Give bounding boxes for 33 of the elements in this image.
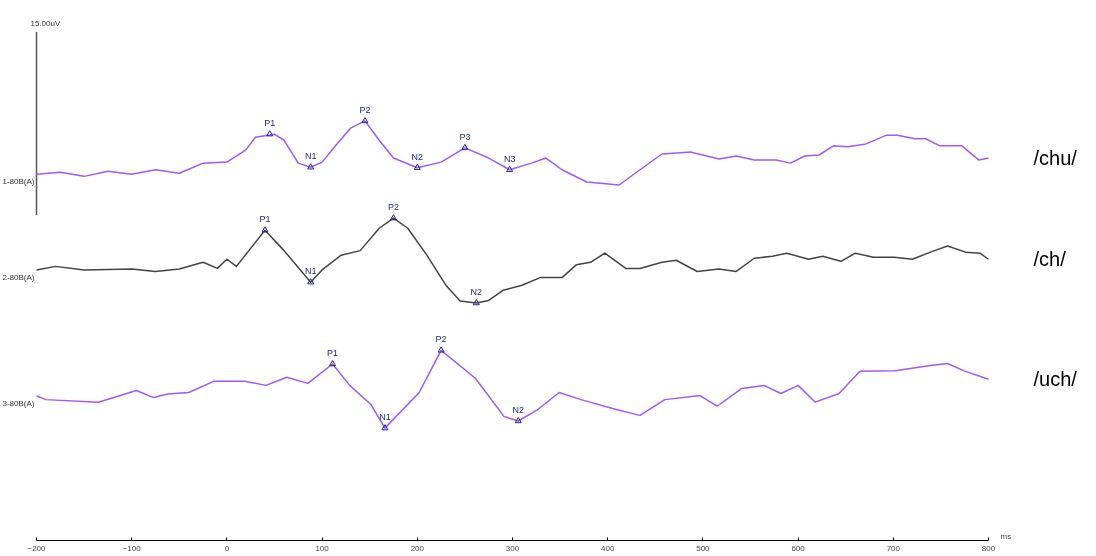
annotation: P2 bbox=[359, 104, 371, 115]
x-tick-label: 0 bbox=[224, 543, 230, 553]
annotation: P1 bbox=[259, 214, 271, 225]
annotation: P2 bbox=[435, 334, 447, 345]
x-tick-label: 400 bbox=[601, 543, 615, 553]
x-tick-label: 800 bbox=[981, 543, 996, 553]
annotation: P3 bbox=[459, 131, 471, 142]
annotation: N1 bbox=[379, 412, 391, 423]
x-tick-label: 300 bbox=[505, 543, 520, 553]
annotation: P2 bbox=[388, 202, 400, 213]
annotation: 1-80B(A) bbox=[2, 177, 35, 187]
annotation: N1 bbox=[304, 266, 317, 277]
x-tick-label: 600 bbox=[791, 543, 806, 553]
x-tick-label: −200 bbox=[27, 543, 47, 553]
annotation: 3-80B(A) bbox=[2, 399, 35, 409]
text: /ch/ bbox=[1033, 248, 1067, 271]
annotation: N2 bbox=[411, 151, 424, 162]
annotation: N3 bbox=[503, 153, 516, 164]
x-tick-label: −100 bbox=[122, 543, 142, 553]
x-axis-title: ms bbox=[1000, 532, 1012, 541]
annotation: N1 bbox=[304, 151, 317, 162]
annotation: 2-80B(A) bbox=[2, 272, 35, 282]
x-tick-label: 100 bbox=[315, 543, 330, 553]
x-tick-label: 700 bbox=[886, 543, 901, 553]
annotation: 15.00uV bbox=[30, 18, 61, 28]
annotation: P1 bbox=[264, 118, 276, 129]
x-tick-label: 500 bbox=[696, 543, 711, 553]
text: /uch/ bbox=[1033, 368, 1078, 391]
annotation: N2 bbox=[470, 287, 483, 297]
text: /chu/ bbox=[1033, 147, 1078, 170]
x-tick-label: 200 bbox=[410, 543, 425, 553]
annotation: N2 bbox=[512, 404, 524, 415]
annotation: P1 bbox=[327, 348, 339, 359]
